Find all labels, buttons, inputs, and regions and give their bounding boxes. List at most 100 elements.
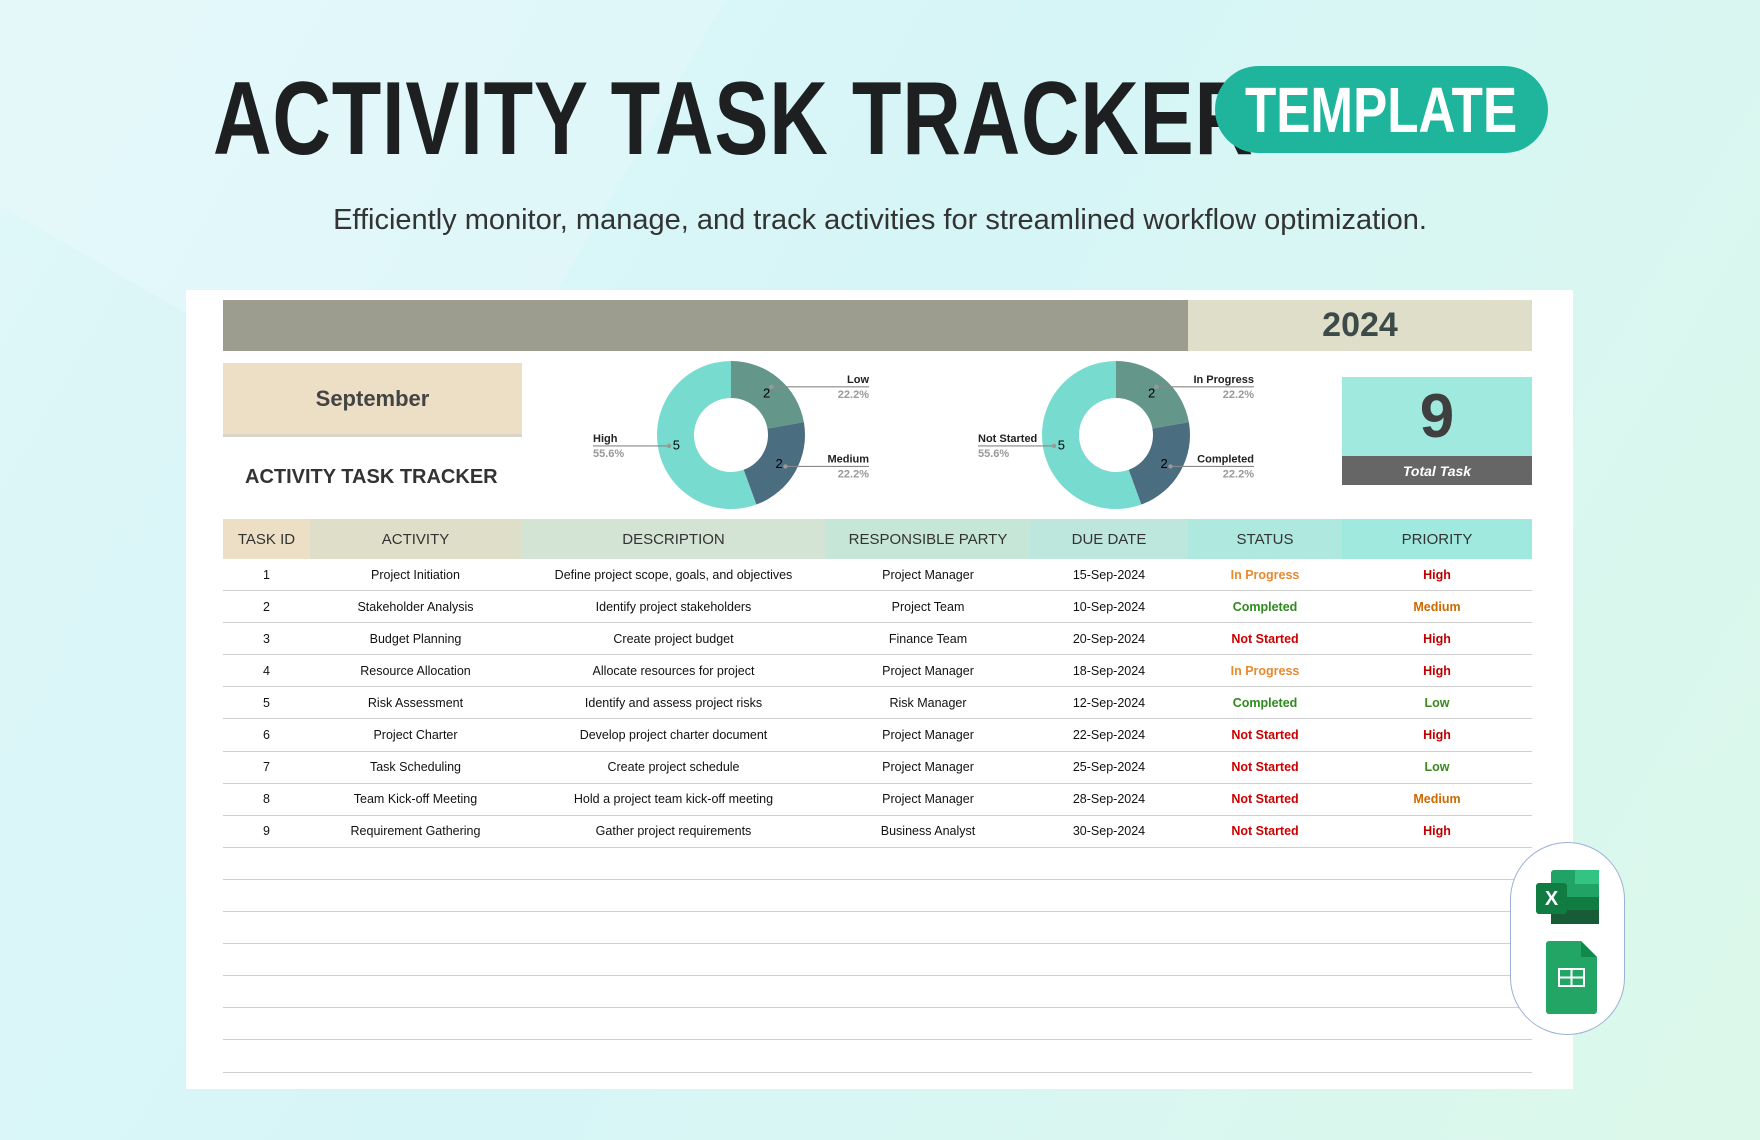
activity-cell[interactable]: Resource Allocation: [360, 663, 471, 678]
responsible-party-cell[interactable]: Finance Team: [888, 631, 968, 646]
table-row: 3 Budget Planning Create project budget Fin…: [223, 623, 1532, 656]
column-header[interactable]: RESPONSIBLE PARTY: [826, 519, 1030, 559]
template-badge: TEMPLATE: [1215, 66, 1548, 153]
page-title: ACTIVITY TASK TRACKER: [213, 61, 1254, 177]
empty-table-row[interactable]: [223, 976, 1532, 1009]
column-header[interactable]: DESCRIPTION: [521, 519, 826, 559]
status-cell[interactable]: Not Started: [1231, 824, 1299, 839]
table-row: 5 Risk Assessment Identify and assess proj…: [223, 687, 1532, 720]
google-sheets-icon: [1546, 941, 1597, 1014]
status-cell[interactable]: Not Started: [1231, 631, 1299, 646]
priority-cell[interactable]: Low: [1424, 695, 1450, 710]
empty-table-row[interactable]: [223, 1040, 1532, 1073]
table-row: 7 Task Scheduling Create project schedule P…: [223, 752, 1532, 784]
callout-dot: [1168, 464, 1173, 469]
priority-cell[interactable]: Low: [1424, 760, 1450, 775]
priority-cell[interactable]: High: [1423, 663, 1451, 678]
activity-cell[interactable]: Requirement Gathering: [350, 824, 481, 839]
callout-dot: [769, 384, 774, 390]
slice-value: 5: [1058, 438, 1065, 453]
empty-table-row[interactable]: [223, 848, 1532, 880]
task-id-cell[interactable]: 9: [263, 824, 270, 839]
status-cell[interactable]: In Progress: [1230, 567, 1300, 582]
header-bar: [223, 300, 1188, 351]
due-date-cell[interactable]: 20-Sep-2024: [1072, 631, 1146, 646]
slice-percent: 22.2%: [1223, 389, 1254, 401]
responsible-party-cell[interactable]: Project Manager: [882, 567, 974, 582]
task-id-cell[interactable]: 5: [263, 695, 270, 710]
column-header[interactable]: PRIORITY: [1342, 519, 1532, 559]
status-cell[interactable]: Not Started: [1231, 792, 1299, 807]
responsible-party-cell[interactable]: Business Analyst: [880, 824, 976, 839]
activity-cell[interactable]: Team Kick-off Meeting: [353, 792, 478, 807]
activity-cell[interactable]: Project Initiation: [371, 567, 460, 582]
year-cell[interactable]: 2024: [1188, 300, 1532, 351]
responsible-party-cell[interactable]: Project Manager: [882, 728, 974, 743]
due-date-cell[interactable]: 22-Sep-2024: [1072, 728, 1146, 743]
responsible-party-cell[interactable]: Project Team: [891, 599, 965, 614]
responsible-party-cell[interactable]: Project Manager: [882, 760, 974, 775]
task-id-cell[interactable]: 7: [263, 760, 270, 775]
slice-percent: 22.2%: [838, 389, 869, 401]
priority-cell[interactable]: Medium: [1413, 792, 1461, 807]
column-header[interactable]: ACTIVITY: [310, 519, 521, 559]
description-cell[interactable]: Define project scope, goals, and objecti…: [554, 567, 793, 582]
description-cell[interactable]: Identify and assess project risks: [584, 695, 763, 710]
column-header[interactable]: TASK ID: [223, 519, 310, 559]
description-cell[interactable]: Create project schedule: [607, 760, 740, 775]
description-cell[interactable]: Develop project charter document: [579, 728, 768, 743]
due-date-cell[interactable]: 28-Sep-2024: [1072, 792, 1146, 807]
task-id-cell[interactable]: 8: [263, 792, 270, 807]
column-header[interactable]: DUE DATE: [1030, 519, 1188, 559]
due-date-cell[interactable]: 12-Sep-2024: [1072, 695, 1146, 710]
month-cell[interactable]: September: [223, 363, 522, 437]
description-cell[interactable]: Gather project requirements: [595, 824, 752, 839]
status-cell[interactable]: In Progress: [1230, 663, 1300, 678]
responsible-party-cell[interactable]: Project Manager: [882, 792, 974, 807]
description-cell[interactable]: Create project budget: [613, 631, 734, 646]
due-date-cell[interactable]: 30-Sep-2024: [1072, 824, 1146, 839]
priority-cell[interactable]: High: [1423, 631, 1451, 646]
priority-cell[interactable]: High: [1423, 567, 1451, 582]
app-icons: X: [1536, 870, 1599, 1014]
due-date-cell[interactable]: 10-Sep-2024: [1072, 599, 1146, 614]
column-header[interactable]: STATUS: [1188, 519, 1342, 559]
task-id-cell[interactable]: 1: [263, 567, 270, 582]
empty-table-row[interactable]: [223, 1008, 1532, 1041]
responsible-party-cell[interactable]: Risk Manager: [889, 695, 967, 710]
slice-value: 2: [1160, 456, 1167, 471]
status-cell[interactable]: Not Started: [1231, 728, 1299, 743]
callout-dot: [783, 464, 788, 469]
description-cell[interactable]: Allocate resources for project: [592, 663, 755, 678]
activity-cell[interactable]: Project Charter: [373, 728, 458, 743]
empty-table-row[interactable]: [223, 880, 1532, 913]
empty-table-row[interactable]: [223, 912, 1532, 945]
slice-percent: 55.6%: [978, 448, 1009, 460]
due-date-cell[interactable]: 15-Sep-2024: [1072, 567, 1146, 582]
priority-cell[interactable]: High: [1423, 824, 1451, 839]
due-date-cell[interactable]: 18-Sep-2024: [1072, 663, 1146, 678]
template-badge-label: TEMPLATE: [1245, 73, 1518, 146]
priority-cell[interactable]: Medium: [1413, 599, 1461, 614]
callout-dot: [666, 443, 672, 449]
responsible-party-cell[interactable]: Project Manager: [882, 663, 974, 678]
activity-cell[interactable]: Stakeholder Analysis: [357, 599, 474, 614]
due-date-cell[interactable]: 25-Sep-2024: [1072, 760, 1146, 775]
task-id-cell[interactable]: 3: [263, 631, 270, 646]
activity-cell[interactable]: Task Scheduling: [369, 760, 462, 775]
activity-cell[interactable]: Budget Planning: [369, 631, 462, 646]
task-id-cell[interactable]: 6: [263, 728, 270, 743]
activity-cell[interactable]: Risk Assessment: [367, 695, 464, 710]
status-cell[interactable]: Not Started: [1231, 760, 1299, 775]
priority-cell[interactable]: High: [1423, 728, 1451, 743]
donut-slice: [657, 360, 757, 509]
description-cell[interactable]: Identify project stakeholders: [595, 599, 752, 614]
task-id-cell[interactable]: 2: [263, 599, 270, 614]
status-cell[interactable]: Completed: [1232, 599, 1298, 614]
description-cell[interactable]: Hold a project team kick-off meeting: [573, 792, 774, 807]
empty-table-row[interactable]: [223, 944, 1532, 977]
task-id-cell[interactable]: 4: [263, 663, 270, 678]
slice-percent: 22.2%: [1223, 468, 1254, 480]
status-cell[interactable]: Completed: [1232, 695, 1298, 710]
app-icons-capsule: X: [1510, 842, 1625, 1035]
